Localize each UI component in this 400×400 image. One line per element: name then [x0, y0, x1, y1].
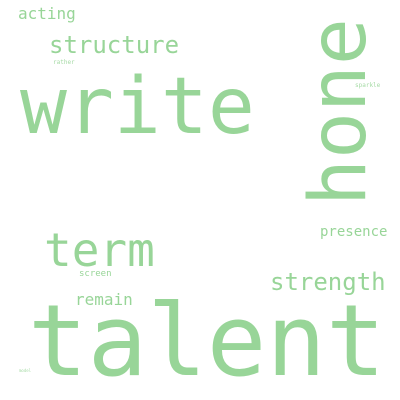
word-remain: remain [75, 290, 133, 309]
word-sparkle: sparkle [355, 82, 381, 89]
word-talent: talent [28, 284, 386, 399]
word-rather: rather [53, 59, 75, 66]
word-presence: presence [320, 224, 388, 240]
word-strength: strength [270, 268, 386, 296]
word-hone: hone [294, 18, 384, 206]
word-structure: structure [49, 31, 180, 59]
word-screen: screen [79, 269, 112, 279]
word-write: write [20, 62, 255, 152]
word-acting: acting [18, 4, 76, 23]
word-term: term [44, 223, 155, 277]
word-model: model [19, 368, 32, 373]
